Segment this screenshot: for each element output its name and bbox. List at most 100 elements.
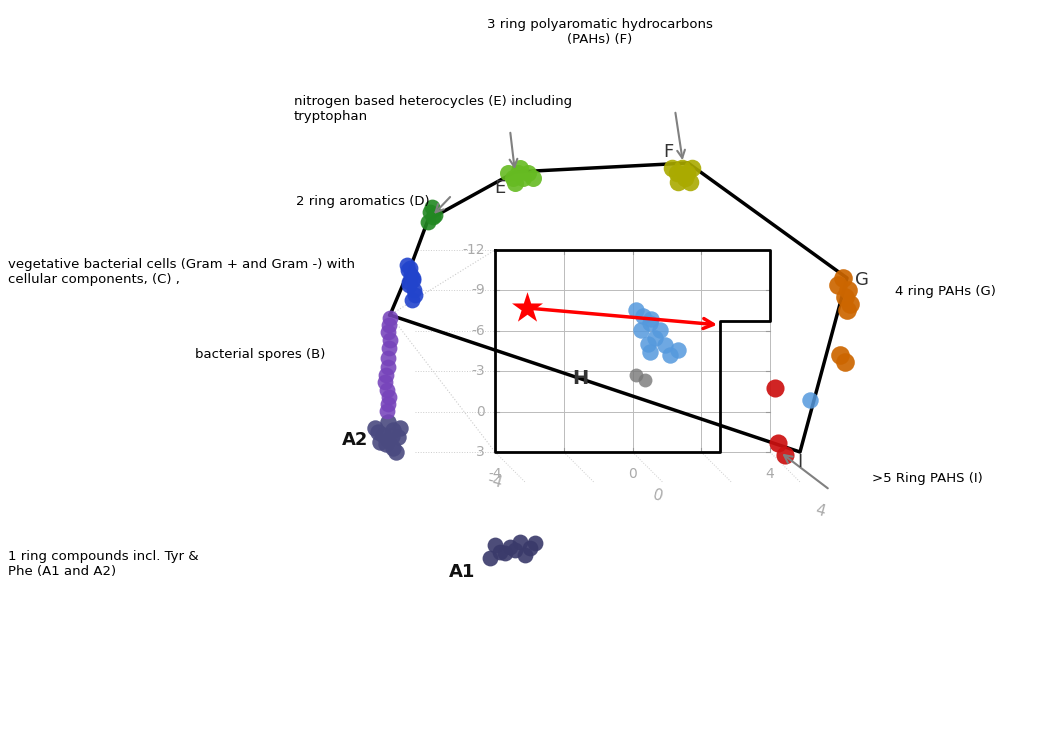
Text: I: I <box>797 453 803 471</box>
Point <box>678 167 695 179</box>
Point <box>377 438 394 450</box>
Text: -4: -4 <box>488 467 502 481</box>
Point <box>500 167 517 179</box>
Text: bacterial spores (B): bacterial spores (B) <box>195 348 325 361</box>
Point <box>502 541 519 553</box>
Point <box>674 162 691 174</box>
Point <box>423 201 440 213</box>
Point <box>766 382 783 394</box>
Text: 0: 0 <box>476 405 485 419</box>
Point <box>627 304 644 316</box>
Point <box>379 398 396 410</box>
Text: A1: A1 <box>449 563 475 581</box>
Point <box>370 426 387 438</box>
Text: E: E <box>494 179 506 197</box>
Text: H: H <box>572 369 588 388</box>
Point <box>405 274 422 286</box>
Point <box>401 279 418 291</box>
Point <box>404 294 421 306</box>
Point <box>378 405 395 417</box>
Point <box>669 167 686 179</box>
Point <box>379 434 396 446</box>
Point <box>641 317 658 329</box>
Text: vegetative bacterial cells (Gram + and Gram -) with
cellular components, (C) ,: vegetative bacterial cells (Gram + and G… <box>9 258 355 286</box>
Point <box>676 172 693 184</box>
Text: -12: -12 <box>462 243 485 257</box>
Point <box>382 312 399 324</box>
Text: 3: 3 <box>476 445 485 459</box>
Point <box>424 211 441 223</box>
Point <box>506 544 523 556</box>
Text: A2: A2 <box>342 431 368 449</box>
Text: 3 ring polyaromatic hydrocarbons
(PAHs) (F): 3 ring polyaromatic hydrocarbons (PAHs) … <box>487 18 713 46</box>
Point <box>389 431 406 443</box>
Point <box>379 326 396 338</box>
Point <box>837 291 854 303</box>
Point <box>422 206 439 218</box>
Point <box>482 552 499 564</box>
Point <box>661 349 678 361</box>
Text: F: F <box>663 143 673 161</box>
Point <box>524 172 541 184</box>
Point <box>641 346 658 358</box>
Point <box>420 216 437 228</box>
Text: 4: 4 <box>765 467 774 481</box>
Point <box>840 284 857 296</box>
Text: 4: 4 <box>813 502 827 519</box>
Point <box>652 324 669 336</box>
Point <box>391 422 408 434</box>
Point <box>839 304 856 316</box>
Point <box>646 332 663 344</box>
Point <box>367 422 384 434</box>
Point <box>526 537 543 549</box>
Point <box>505 172 522 184</box>
Point <box>802 394 819 406</box>
Text: 4 ring PAHs (G): 4 ring PAHs (G) <box>895 285 996 298</box>
Point <box>399 259 416 271</box>
Text: -6: -6 <box>471 324 485 337</box>
Point <box>388 446 405 458</box>
Point <box>642 313 659 325</box>
Text: -3: -3 <box>471 364 485 378</box>
Point <box>385 442 402 454</box>
Point <box>522 542 539 554</box>
Point <box>379 352 396 364</box>
Point <box>663 162 680 174</box>
Point <box>627 369 644 381</box>
Point <box>401 276 418 288</box>
Point <box>681 176 698 188</box>
Point <box>491 546 508 558</box>
Point <box>635 310 652 322</box>
Text: >5 Ring PAHS (I): >5 Ring PAHS (I) <box>872 472 983 485</box>
Point <box>381 319 398 331</box>
Point <box>506 177 523 189</box>
Point <box>670 176 687 188</box>
Point <box>378 384 395 396</box>
Point <box>426 209 443 221</box>
Point <box>837 356 854 368</box>
Text: 2 ring aromatics (D): 2 ring aromatics (D) <box>296 195 429 208</box>
Point <box>400 264 417 276</box>
Point <box>776 449 793 461</box>
Point <box>511 536 528 548</box>
Point <box>831 349 848 361</box>
Point <box>377 369 394 381</box>
Text: 0: 0 <box>651 487 664 504</box>
Point <box>509 167 526 179</box>
Point <box>405 272 422 284</box>
Point <box>632 324 649 336</box>
Point <box>376 376 393 388</box>
Point <box>842 298 859 310</box>
Point <box>684 162 701 174</box>
Point <box>640 338 657 350</box>
Point <box>657 339 674 351</box>
Text: -4: -4 <box>486 472 504 491</box>
Point <box>496 547 513 559</box>
Text: -9: -9 <box>471 283 485 297</box>
Point <box>382 334 399 346</box>
Point <box>371 436 388 448</box>
Point <box>834 272 851 284</box>
Point <box>670 344 687 356</box>
Point <box>403 269 420 281</box>
Point <box>519 302 536 314</box>
